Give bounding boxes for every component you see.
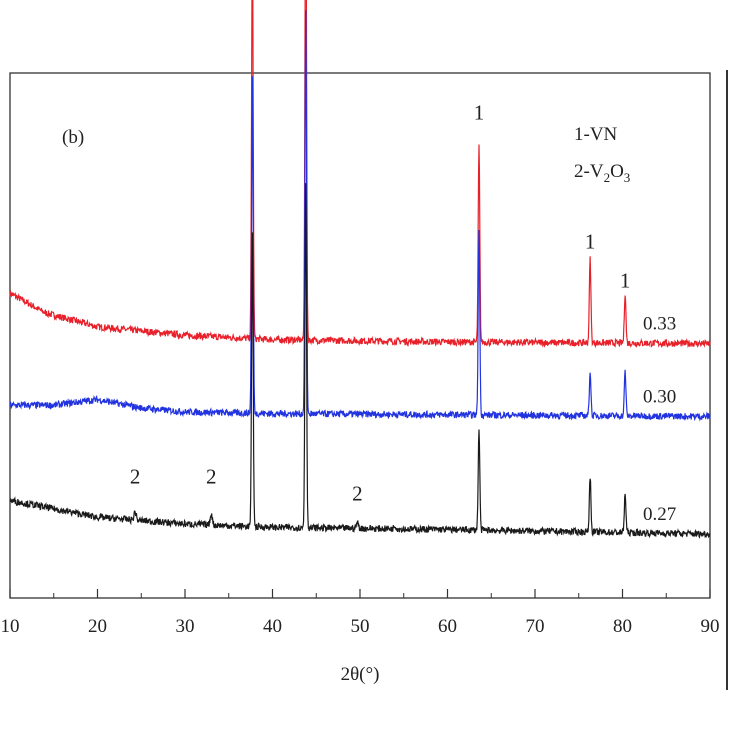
legend-entry: 2-V2O3	[574, 161, 630, 185]
series-labels: 0.33 0.30 0.27	[643, 314, 676, 525]
peak-labels: 11111222	[130, 101, 631, 506]
peak-label: 1	[474, 101, 485, 125]
series-label: 0.33	[643, 314, 676, 335]
x-tick-label: 70	[526, 616, 545, 637]
x-tick-label: 20	[88, 616, 107, 637]
series-0.27	[9, 183, 711, 539]
legend: 1-VN 2-V2O3	[574, 124, 630, 185]
panel-label: (b)	[62, 127, 84, 148]
x-tick-label: 30	[176, 616, 195, 637]
peak-label: 2	[206, 465, 217, 489]
peak-label: 2	[130, 465, 141, 489]
series-label: 0.30	[643, 386, 676, 407]
series-group	[9, 0, 711, 539]
series-line	[9, 183, 711, 539]
x-axis-label: 2θ(°)	[341, 664, 380, 685]
peak-label: 1	[585, 229, 596, 253]
x-tick-label: 90	[701, 616, 720, 637]
x-tick-label: 50	[351, 616, 370, 637]
x-tick-label: 80	[613, 616, 632, 637]
x-tick-label: 10	[1, 616, 20, 637]
series-line	[9, 10, 711, 422]
series-label: 0.27	[643, 504, 676, 525]
legend-entry: 1-VN	[574, 124, 618, 145]
x-tick-label: 60	[438, 616, 457, 637]
series-0.33	[9, 0, 711, 349]
x-tick-label: 40	[263, 616, 282, 637]
series-0.30	[9, 10, 711, 422]
x-axis-ticks: 10 20 30 40 50 60 70 80 90	[1, 589, 720, 637]
peak-label: 1	[620, 269, 631, 293]
series-line	[9, 0, 711, 349]
peak-label: 2	[352, 481, 363, 505]
